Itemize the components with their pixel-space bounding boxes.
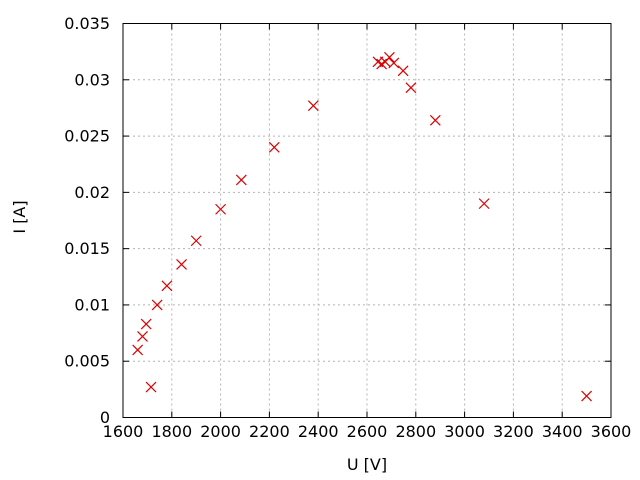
data-point-marker (268, 141, 280, 153)
data-point-marker (581, 390, 593, 402)
data-point-marker (190, 235, 202, 247)
y-axis-title: I [A] (10, 200, 29, 233)
x-tick-label: 2400 (298, 422, 339, 441)
data-point-marker (429, 114, 441, 126)
data-point-marker (137, 331, 148, 342)
x-axis-title: U [V] (347, 455, 387, 474)
y-tick-label: 0.02 (74, 183, 110, 202)
x-tick-label: 2600 (347, 422, 388, 441)
data-point-marker (384, 51, 395, 63)
marker-layer (132, 51, 593, 402)
data-point-marker (397, 65, 409, 77)
data-point-marker (145, 381, 157, 393)
y-tick-label: 0 (100, 408, 110, 427)
x-tick-label: 1800 (151, 422, 192, 441)
data-point-marker (140, 318, 152, 330)
x-tick-label: 3600 (591, 422, 632, 441)
x-tick-label: 2000 (200, 422, 241, 441)
x-tick-label: 2800 (395, 422, 436, 441)
y-tick-label: 0.005 (64, 352, 110, 371)
data-point-marker (132, 344, 144, 356)
data-point-marker (307, 100, 319, 112)
x-tick-label: 2200 (249, 422, 290, 441)
x-tick-label: 3200 (493, 422, 534, 441)
y-tick-label: 0.035 (64, 14, 110, 33)
x-tick-label: 1600 (103, 422, 144, 441)
x-tick-label: 3000 (444, 422, 485, 441)
data-point-marker (388, 57, 400, 69)
y-tick-label: 0.025 (64, 127, 110, 146)
x-tick-label: 3400 (542, 422, 583, 441)
data-point-marker (478, 198, 490, 210)
data-point-marker (215, 203, 227, 215)
y-tick-label: 0.015 (64, 239, 110, 258)
tick-layer (122, 23, 612, 418)
ticklabel-layer: 1600 1800 2000 2200 2400 2600 2800 3000 3200 3400… (64, 14, 631, 441)
data-point-marker (235, 174, 247, 186)
data-point-marker (161, 280, 173, 292)
data-point-marker (405, 82, 417, 94)
data-point-marker (376, 58, 388, 70)
data-point-marker (151, 299, 163, 311)
grid-layer (123, 23, 611, 418)
y-tick-label: 0.03 (74, 70, 110, 89)
data-point-marker (176, 258, 187, 270)
y-tick-label: 0.01 (74, 295, 110, 314)
